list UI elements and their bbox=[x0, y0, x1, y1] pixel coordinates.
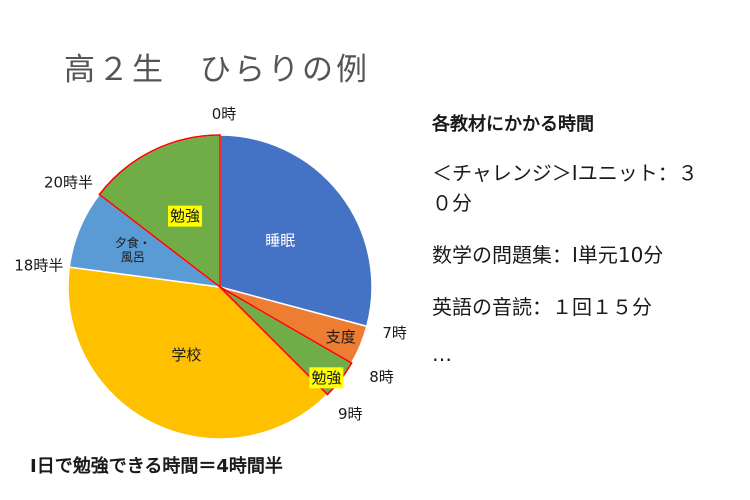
materials-panel: 各教材にかかる時間 ＜チャレンジ＞Iユニット：３０分 数学の問題集：I単元10分… bbox=[432, 110, 732, 364]
time-label: 7時 bbox=[382, 324, 407, 342]
label-prep: 支度 bbox=[326, 328, 356, 346]
material-item-english: 英語の音読：１回１５分 bbox=[432, 295, 652, 319]
material-item-math: 数学の問題集：I単元10分 bbox=[432, 243, 664, 267]
materials-heading: 各教材にかかる時間 bbox=[432, 114, 594, 135]
label-study-morning: 勉強 bbox=[311, 369, 341, 387]
time-label: 0時 bbox=[212, 105, 237, 123]
time-label: 18時半 bbox=[14, 256, 63, 274]
label-dinner-bath: 夕食・風呂 bbox=[115, 235, 151, 264]
label-study-evening: 勉強 bbox=[170, 207, 200, 225]
time-label: 9時 bbox=[338, 405, 363, 423]
slice-sleep bbox=[219, 134, 373, 328]
slice-school bbox=[67, 266, 329, 440]
study-slice-outline bbox=[98, 134, 221, 289]
study-label-highlight bbox=[309, 367, 344, 389]
page-title: 高２生 ひらりの例 bbox=[64, 52, 370, 88]
study-time-summary: I日で勉強できる時間＝4時間半 bbox=[30, 456, 283, 477]
label-sleep: 睡眠 bbox=[265, 232, 295, 250]
material-item-challenge: ＜チャレンジ＞Iユニット：３０分 bbox=[432, 161, 698, 215]
time-label: 8時 bbox=[369, 368, 394, 386]
study-label-highlight bbox=[168, 205, 203, 227]
time-label: 20時半 bbox=[44, 174, 93, 192]
materials-ellipsis: … bbox=[432, 342, 452, 366]
label-school: 学校 bbox=[171, 346, 201, 364]
